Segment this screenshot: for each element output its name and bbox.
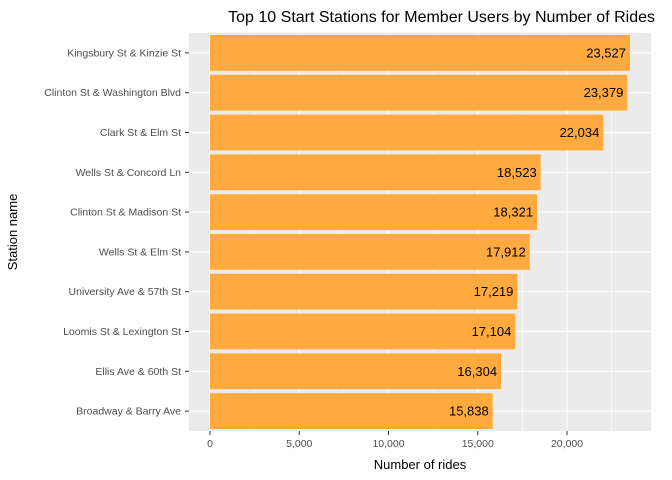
- category-label: Wells St & Elm St: [99, 246, 181, 258]
- bar: [209, 114, 604, 151]
- bar-value-label: 22,034: [560, 125, 600, 140]
- y-axis-title: Station name: [5, 194, 20, 271]
- bar-value-label: 15,838: [449, 404, 489, 419]
- bar-value-label: 17,912: [486, 244, 526, 259]
- value-labels: 23,527 23,379 22,034 18,523 18,321 17,912 17,2…: [449, 45, 626, 418]
- bar: [209, 74, 628, 111]
- x-tick-label: 0: [207, 438, 213, 450]
- bar-value-label: 18,523: [497, 165, 537, 180]
- bar-value-label: 17,219: [474, 284, 514, 299]
- bar: [209, 273, 518, 310]
- x-axis: 0 5,000 10,000 15,000 20,000: [207, 431, 583, 450]
- bar-value-label: 16,304: [457, 364, 497, 379]
- bar: [209, 194, 538, 231]
- category-label: Clinton St & Washington Blvd: [44, 87, 181, 99]
- x-tick-label: 15,000: [462, 438, 494, 450]
- category-label: Ellis Ave & 60th St: [95, 366, 181, 378]
- x-tick-label: 5,000: [286, 438, 312, 450]
- bars: [209, 34, 631, 430]
- bar-value-label: 18,321: [493, 205, 533, 220]
- bar-value-label: 23,379: [584, 85, 624, 100]
- x-axis-title: Number of rides: [374, 457, 467, 472]
- category-label: Loomis St & Lexington St: [63, 326, 181, 338]
- y-axis: Kingsbury St & Kinzie St Clinton St & Was…: [44, 47, 189, 418]
- chart-title: Top 10 Start Stations for Member Users b…: [228, 9, 655, 26]
- bar-value-label: 17,104: [472, 324, 512, 339]
- bar: [209, 393, 493, 430]
- category-label: Wells St & Concord Ln: [76, 167, 182, 179]
- bar: [209, 233, 530, 270]
- x-tick-label: 20,000: [551, 438, 583, 450]
- bar-value-label: 23,527: [586, 45, 626, 60]
- bar: [209, 353, 502, 390]
- category-label: Kingsbury St & Kinzie St: [67, 47, 181, 59]
- category-label: Clark St & Elm St: [100, 127, 181, 139]
- category-label: University Ave & 57th St: [69, 286, 182, 298]
- bar: [209, 34, 631, 71]
- bar: [209, 154, 541, 191]
- x-tick-label: 10,000: [372, 438, 404, 450]
- category-label: Clinton St & Madison St: [70, 207, 181, 219]
- bar: [209, 313, 516, 350]
- category-label: Broadway & Barry Ave: [76, 406, 181, 418]
